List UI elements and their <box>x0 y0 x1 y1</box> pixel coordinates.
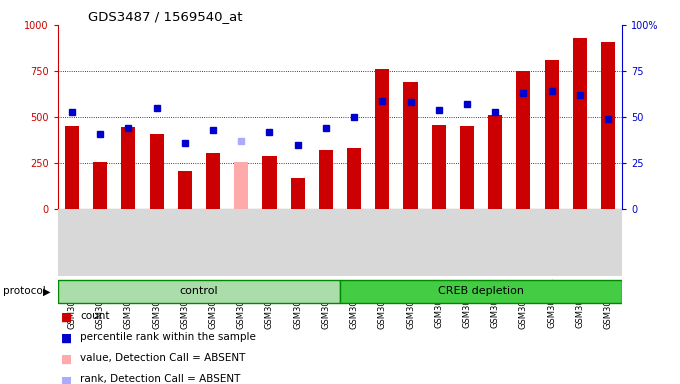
Bar <box>93 162 107 209</box>
Text: ■: ■ <box>61 374 72 384</box>
Bar <box>290 178 305 209</box>
Bar <box>432 126 446 209</box>
FancyBboxPatch shape <box>340 280 622 303</box>
Bar <box>177 172 192 209</box>
Bar <box>234 162 248 209</box>
Bar <box>573 38 587 209</box>
Text: rank, Detection Call = ABSENT: rank, Detection Call = ABSENT <box>80 374 241 384</box>
Bar <box>206 153 220 209</box>
Text: ▶: ▶ <box>43 286 50 296</box>
Text: GDS3487 / 1569540_at: GDS3487 / 1569540_at <box>88 10 243 23</box>
Bar <box>375 69 390 209</box>
Bar <box>403 82 418 209</box>
Bar <box>488 115 503 209</box>
Text: percentile rank within the sample: percentile rank within the sample <box>80 332 256 342</box>
Bar <box>460 126 474 209</box>
Bar <box>516 71 530 209</box>
Bar <box>262 156 277 209</box>
Bar <box>347 147 361 209</box>
Bar <box>601 41 615 209</box>
Text: ■: ■ <box>61 311 72 324</box>
Text: ■: ■ <box>61 353 72 366</box>
Bar <box>545 60 559 209</box>
Text: value, Detection Call = ABSENT: value, Detection Call = ABSENT <box>80 353 245 363</box>
Text: protocol: protocol <box>3 286 46 296</box>
Bar <box>319 150 333 209</box>
Bar <box>150 134 164 209</box>
Text: ■: ■ <box>61 332 72 345</box>
Bar <box>121 127 135 209</box>
Bar <box>65 126 79 209</box>
Text: CREB depletion: CREB depletion <box>438 286 524 296</box>
FancyBboxPatch shape <box>58 280 340 303</box>
Text: control: control <box>180 286 218 296</box>
Text: count: count <box>80 311 109 321</box>
